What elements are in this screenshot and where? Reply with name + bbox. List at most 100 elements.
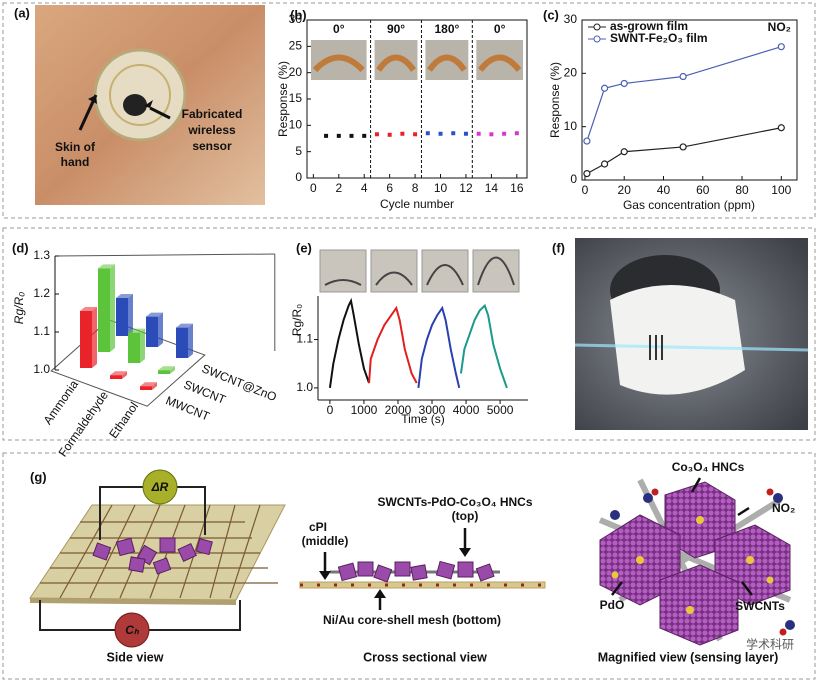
side-view-diagram-part <box>39 600 241 631</box>
magnified-diagram-part-part <box>773 493 783 503</box>
magnified-diagram-part-part <box>785 620 795 630</box>
row-border-part <box>2 227 816 441</box>
x-tick-label: 4 <box>361 181 368 195</box>
series-line <box>368 305 418 384</box>
y-tick-label: 1.1 <box>296 332 313 346</box>
photo <box>319 249 367 293</box>
marker <box>600 84 609 92</box>
annotation: wireless <box>187 123 236 137</box>
photo-part <box>477 54 522 72</box>
bar <box>176 327 188 358</box>
axis-line <box>54 253 275 257</box>
y-tick-label: 10 <box>564 119 578 133</box>
label: ΔR <box>151 480 169 494</box>
point <box>502 131 507 136</box>
bar <box>116 298 128 336</box>
bar-top <box>128 328 145 333</box>
x-tick-label: 8 <box>412 181 419 195</box>
marker <box>679 72 687 81</box>
bar <box>140 386 152 390</box>
marker <box>777 43 785 51</box>
bar-top <box>140 382 157 387</box>
magnified-diagram-part <box>651 488 787 636</box>
cross-section-diagram-part-part <box>373 564 393 583</box>
side-view-diagram-part-part <box>177 542 197 562</box>
bar-side <box>158 312 163 347</box>
point <box>425 131 430 136</box>
y-tick-label: 1.1 <box>33 324 50 338</box>
panel-label: (e) <box>296 240 312 255</box>
label: cPI <box>309 520 327 534</box>
bar-top <box>116 294 133 298</box>
magnified-diagram-part <box>611 516 774 614</box>
bar-top <box>98 264 115 269</box>
magnified-diagram-part <box>659 564 739 646</box>
magnified-diagram-part-part <box>651 488 659 496</box>
x-tick-label: 3000 <box>419 403 446 417</box>
label: NO₂ <box>772 501 795 515</box>
floor <box>50 319 206 407</box>
cross-section-diagram-part <box>337 560 495 583</box>
side-view-diagram-part-part <box>115 537 136 557</box>
point <box>336 133 341 138</box>
magnified-diagram-part <box>737 506 750 517</box>
cross-section-diagram <box>299 528 546 610</box>
x-tick-label: 0 <box>310 181 317 195</box>
side-view-diagram-part-part <box>92 542 112 561</box>
segment-label: 0° <box>494 22 506 36</box>
y-tick-label: 0 <box>295 170 302 184</box>
cross-section-diagram-part-part <box>457 561 474 578</box>
x-tick-label: 1000 <box>351 403 378 417</box>
photo-part <box>426 264 464 286</box>
x-tick-label: 10 <box>434 181 448 195</box>
annotation: hand <box>61 155 90 169</box>
side-view-diagram-part-part <box>195 538 213 556</box>
photo-part <box>324 279 362 286</box>
label: PdO <box>600 598 625 612</box>
watermark: 学术科研 <box>746 637 794 652</box>
bar-top <box>146 312 163 317</box>
photo-a-part <box>109 64 171 126</box>
bar-top <box>80 307 97 311</box>
segment-label: 0° <box>333 22 345 36</box>
photo-a-part <box>123 94 147 116</box>
point <box>451 131 456 136</box>
point <box>374 132 379 137</box>
photo-part <box>477 256 515 286</box>
label: (middle) <box>302 534 349 548</box>
photo-f-part <box>610 285 745 395</box>
series-line <box>586 127 782 175</box>
label: SWCNTs <box>735 599 785 613</box>
legend-marker <box>593 35 601 43</box>
magnified-diagram-part-part <box>610 510 620 520</box>
x-tick-label: 14 <box>485 181 499 195</box>
point <box>514 131 519 136</box>
magnified-diagram-part <box>741 581 753 596</box>
label: Co₃O₄ HNCs <box>672 460 745 474</box>
x-tick-label: 4000 <box>453 403 480 417</box>
side-view-diagram-part <box>99 486 206 540</box>
x-tick-label: 2 <box>335 181 342 195</box>
plot-frame <box>581 19 798 181</box>
magnified-diagram-part <box>610 493 795 630</box>
point <box>387 132 392 137</box>
marker <box>679 143 687 151</box>
y-tick-label: 5 <box>295 144 302 158</box>
cross-section-diagram-part <box>319 571 331 580</box>
bar <box>110 375 122 379</box>
bar-side <box>110 264 115 352</box>
label: SWCNTs-PdO-Co₃O₄ HNCs <box>377 495 532 509</box>
x-tick-label: 40 <box>657 183 671 197</box>
photo-f-part <box>649 335 663 360</box>
x-tick-label: 6 <box>386 181 393 195</box>
cross-section-diagram-part-part <box>475 563 495 582</box>
photo-part <box>312 54 365 73</box>
y-tick-label: 1.2 <box>33 286 50 300</box>
x-axis-label: Cycle number <box>380 197 454 211</box>
point <box>489 132 494 137</box>
photo-part <box>375 271 413 286</box>
bar <box>80 311 92 368</box>
y-tick-label: 1.0 <box>33 362 50 376</box>
